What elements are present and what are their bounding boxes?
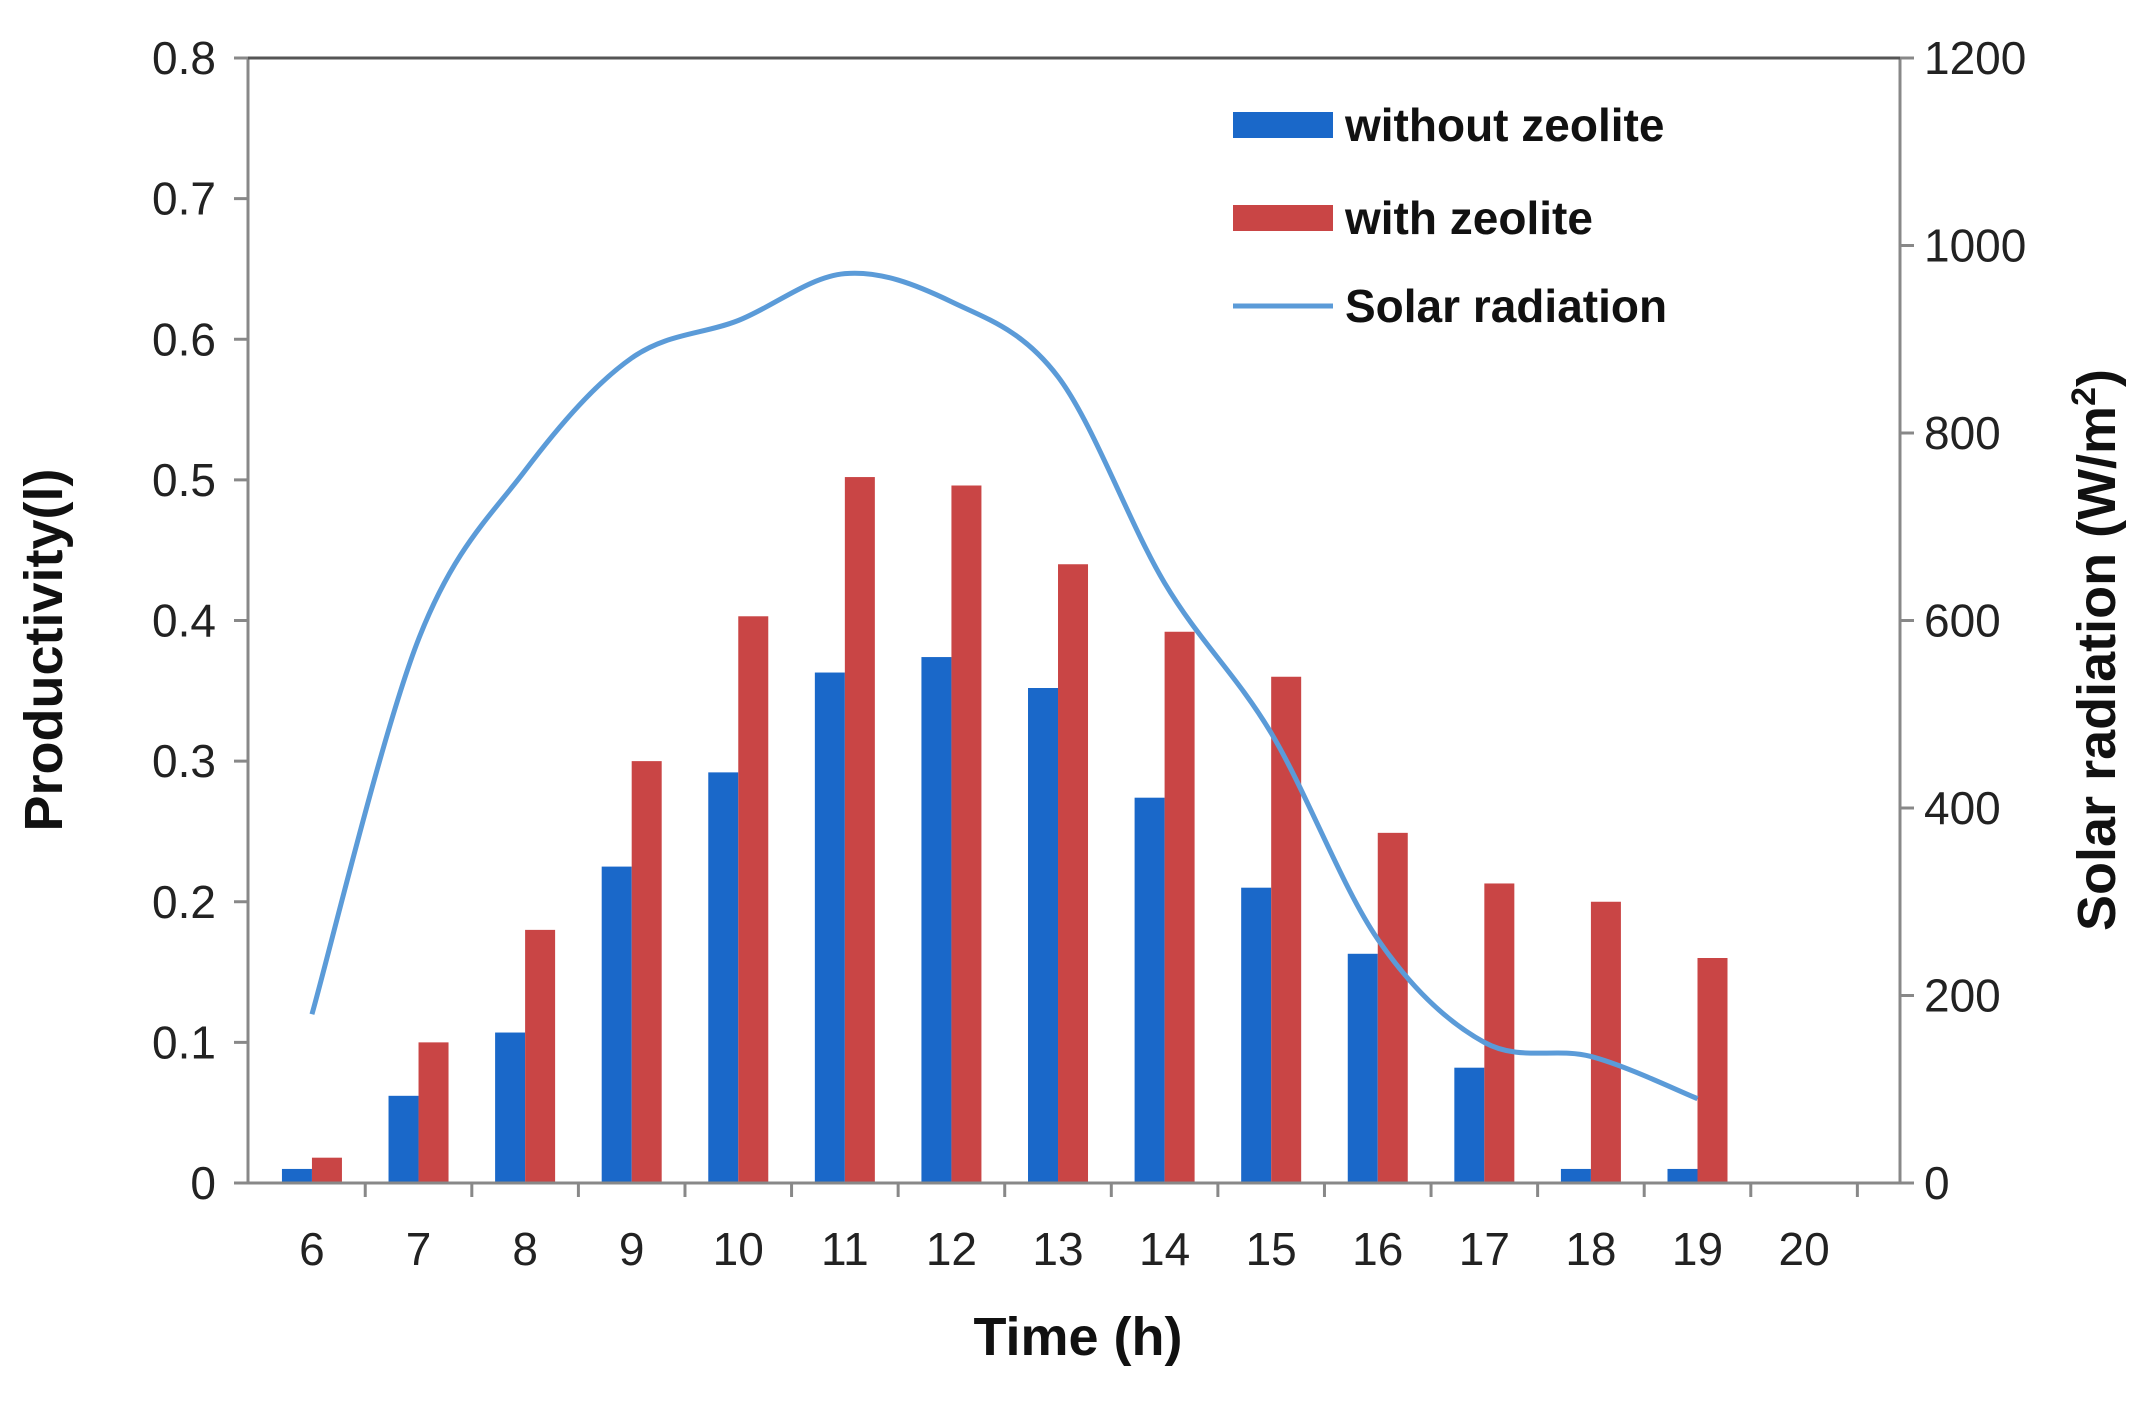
legend-swatch-with-zeolite [1233, 205, 1333, 231]
bar-with-zeolite [1058, 564, 1089, 1183]
y-tick-label: 0.6 [152, 313, 216, 365]
bar-with-zeolite [1590, 901, 1621, 1183]
legend: without zeolite with zeolite Solar radia… [1233, 99, 1667, 332]
y-tick-label: 0.8 [152, 32, 216, 84]
bar-with-zeolite [738, 616, 769, 1183]
x-tick-label: 10 [713, 1223, 764, 1275]
bar-with-zeolite [1164, 631, 1195, 1183]
bar-with-zeolite [1697, 958, 1728, 1183]
line-solar-radiation [309, 270, 1699, 1101]
x-tick-label: 8 [512, 1223, 538, 1275]
bar-without-zeolite [814, 672, 845, 1183]
y-tick-label: 0.5 [152, 454, 216, 506]
x-tick-label: 20 [1778, 1223, 1829, 1275]
y-axis-title: Productivity(l) [14, 468, 74, 831]
y2-tick-label: 1200 [1924, 32, 2026, 84]
x-tick-label: 7 [406, 1223, 432, 1275]
legend-label-solar-radiation: Solar radiation [1345, 280, 1667, 332]
y2-tick-label: 600 [1924, 595, 2001, 647]
bar-without-zeolite [281, 1168, 312, 1183]
x-tick-label: 12 [926, 1223, 977, 1275]
x-tick-label: 9 [619, 1223, 645, 1275]
x-tick-label: 18 [1565, 1223, 1616, 1275]
y-tick-label: 0.4 [152, 595, 216, 647]
bar-without-zeolite [1560, 1168, 1591, 1183]
x-tick-label: 6 [299, 1223, 325, 1275]
y2-tick-label: 800 [1924, 407, 2001, 459]
bar-with-zeolite [844, 477, 875, 1183]
y2-axis-title: Solar radiation (W/m2) [2065, 369, 2127, 931]
legend-swatch-without-zeolite [1233, 112, 1333, 138]
y2-tick-label: 200 [1924, 970, 2001, 1022]
bar-with-zeolite [311, 1157, 342, 1183]
y-tick-label: 0.7 [152, 173, 216, 225]
legend-label-with-zeolite: with zeolite [1344, 192, 1593, 244]
y-tick-label: 0.3 [152, 735, 216, 787]
x-tick-label: 16 [1352, 1223, 1403, 1275]
y2-axis-title-sup: 2 [2065, 387, 2103, 406]
bar-without-zeolite [1028, 688, 1059, 1183]
bar-with-zeolite [1484, 883, 1515, 1183]
bar-with-zeolite [631, 761, 662, 1183]
legend-label-without-zeolite: without zeolite [1344, 99, 1664, 151]
x-tick-label: 17 [1459, 1223, 1510, 1275]
y-tick-label: 0 [190, 1157, 216, 1209]
bar-without-zeolite [1134, 797, 1165, 1183]
bar-without-zeolite [601, 866, 632, 1183]
x-tick-label: 13 [1032, 1223, 1083, 1275]
x-tick-label: 19 [1672, 1223, 1723, 1275]
y2-axis-title-main: Solar radiation (W/m [2067, 406, 2127, 931]
y-tick-label: 0.2 [152, 876, 216, 928]
bar-with-zeolite [1377, 832, 1408, 1183]
x-tick-label: 14 [1139, 1223, 1190, 1275]
bar-without-zeolite [495, 1032, 526, 1183]
x-tick-label: 11 [821, 1223, 869, 1275]
bar-without-zeolite [1667, 1168, 1698, 1183]
bar-without-zeolite [708, 772, 739, 1183]
bar-with-zeolite [418, 1042, 449, 1183]
bar-with-zeolite [1271, 676, 1302, 1183]
y2-tick-label: 0 [1924, 1157, 1950, 1209]
bar-with-zeolite [525, 929, 556, 1183]
y2-axis-title-close: ) [2067, 369, 2127, 387]
bar-without-zeolite [388, 1095, 419, 1183]
bar-without-zeolite [1454, 1067, 1485, 1183]
y2-tick-label: 1000 [1924, 220, 2026, 272]
x-tick-label: 15 [1246, 1223, 1297, 1275]
y-tick-label: 0.1 [152, 1016, 216, 1068]
bar-without-zeolite [921, 657, 952, 1183]
x-axis-title: Time (h) [973, 1307, 1182, 1367]
bar-without-zeolite [1347, 953, 1378, 1183]
bar-with-zeolite [951, 485, 982, 1183]
bar-without-zeolite [1241, 887, 1272, 1183]
y2-tick-label: 400 [1924, 782, 2001, 834]
